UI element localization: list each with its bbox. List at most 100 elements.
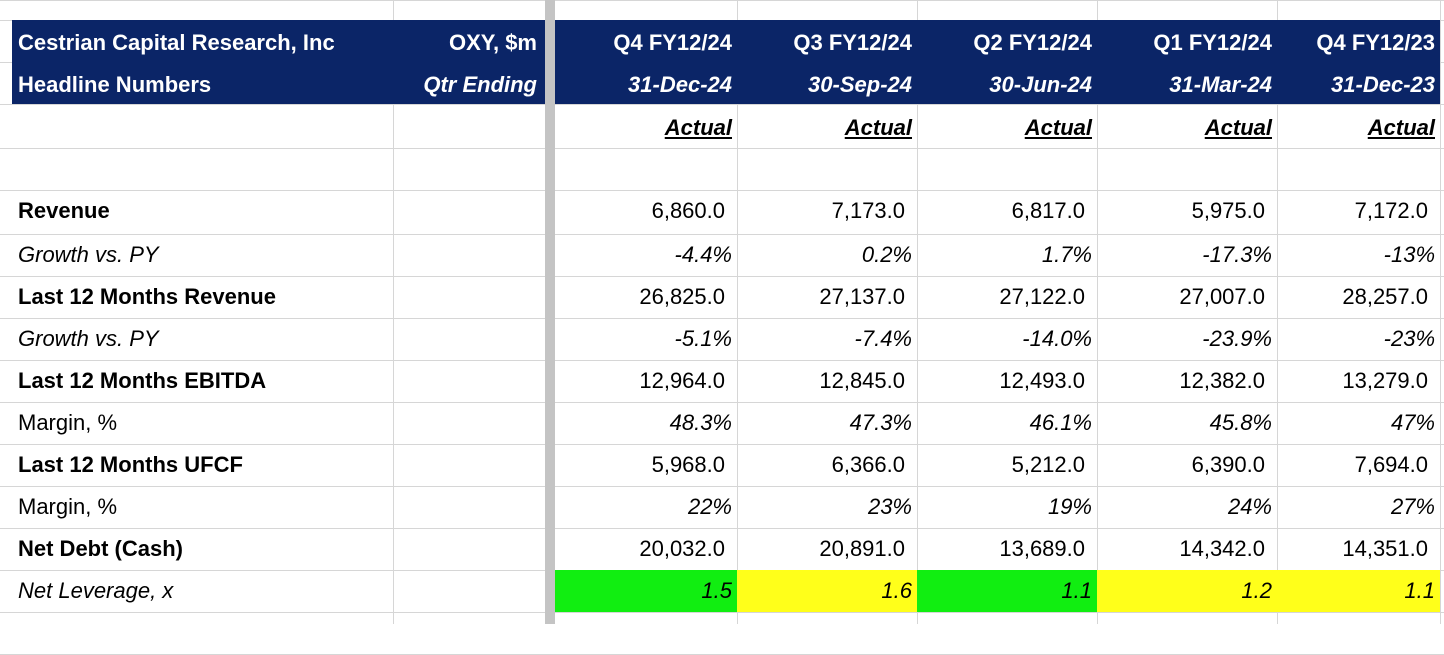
row-label: Revenue (18, 198, 110, 223)
grid-line (1440, 0, 1441, 624)
grid-line (737, 0, 738, 624)
column-date: 31-Dec-24 (628, 72, 732, 97)
header-band (555, 20, 1440, 104)
column-status: Actual (1204, 115, 1272, 140)
grid-line (0, 234, 1444, 235)
cell-value: 27,007.0 (1179, 284, 1265, 309)
cell-value: 20,032.0 (639, 536, 725, 561)
grid-line (0, 148, 1444, 149)
cell-value: 6,366.0 (831, 452, 905, 477)
cell-value: 12,493.0 (999, 368, 1085, 393)
cell-value: 1.1 (917, 570, 1097, 612)
cell-value: 14,342.0 (1179, 536, 1265, 561)
grid-line (1097, 0, 1098, 624)
cell-value: 5,212.0 (1011, 452, 1085, 477)
cell-value: 23% (867, 494, 912, 519)
cell-value: -4.4% (674, 242, 732, 267)
header-subtitle: Headline Numbers (18, 72, 212, 97)
row-label: Growth vs. PY (18, 326, 159, 351)
cell-value: 20,891.0 (819, 536, 905, 561)
cell-value: 1.1 (1277, 570, 1440, 612)
grid-line (0, 276, 1444, 277)
grid-line (0, 444, 1444, 445)
cell-value: 46.1% (1029, 410, 1092, 435)
cell-value: 7,694.0 (1354, 452, 1428, 477)
column-date: 31-Mar-24 (1169, 72, 1272, 97)
grid-line (0, 190, 1444, 191)
grid-line (0, 486, 1444, 487)
cell-value: 12,964.0 (639, 368, 725, 393)
row-label: Net Debt (Cash) (18, 536, 184, 561)
cell-value: 6,860.0 (651, 198, 725, 223)
cell-value: 7,173.0 (831, 198, 905, 223)
cell-value: 47% (1390, 410, 1435, 435)
cell-value: 26,825.0 (639, 284, 725, 309)
cell-value: 24% (1227, 494, 1272, 519)
cell-value: 6,390.0 (1191, 452, 1265, 477)
cell-value: 13,689.0 (999, 536, 1085, 561)
column-status: Actual (1024, 115, 1092, 140)
grid-line (0, 612, 1444, 613)
cell-value: 47.3% (849, 410, 912, 435)
header-ticker: OXY, $m (448, 30, 537, 55)
cell-value: 6,817.0 (1011, 198, 1085, 223)
row-label: Last 12 Months UFCF (18, 452, 243, 477)
grid-line (0, 528, 1444, 529)
grid-line (0, 104, 1444, 105)
grid-line (0, 318, 1444, 319)
cell-value: 28,257.0 (1342, 284, 1428, 309)
column-date: 31-Dec-23 (1331, 72, 1435, 97)
grid-line (917, 0, 918, 624)
cell-value: -14.0% (1022, 326, 1092, 351)
cell-value: -17.3% (1202, 242, 1272, 267)
cell-value: 12,382.0 (1179, 368, 1265, 393)
cell-value: 45.8% (1209, 410, 1272, 435)
row-label: Net Leverage, x (18, 578, 174, 603)
cell-value: 1.6 (737, 570, 917, 612)
column-status: Actual (1367, 115, 1435, 140)
column-date: 30-Jun-24 (989, 72, 1092, 97)
column-status: Actual (844, 115, 912, 140)
cell-value: 13,279.0 (1342, 368, 1428, 393)
cell-value: 27% (1390, 494, 1435, 519)
column-quarter: Q3 FY12/24 (793, 30, 912, 55)
cell-value: 48.3% (669, 410, 732, 435)
cell-value: 1.7% (1041, 242, 1092, 267)
cell-value: 1.2 (1097, 570, 1277, 612)
column-date: 30-Sep-24 (808, 72, 912, 97)
grid-line (1277, 0, 1278, 624)
cell-value: -7.4% (854, 326, 912, 351)
cell-value: 12,845.0 (819, 368, 905, 393)
cell-value: -5.1% (674, 326, 732, 351)
cell-value: 19% (1047, 494, 1092, 519)
column-status: Actual (664, 115, 732, 140)
grid-line (0, 0, 1444, 1)
cell-value: 1.5 (555, 570, 737, 612)
pane-divider (545, 0, 555, 624)
column-quarter: Q4 FY12/23 (1316, 30, 1435, 55)
grid-line (0, 402, 1444, 403)
cell-value: 14,351.0 (1342, 536, 1428, 561)
cell-value: -23.9% (1202, 326, 1272, 351)
cell-value: 0.2% (861, 242, 912, 267)
row-label: Last 12 Months Revenue (18, 284, 276, 309)
cell-value: 5,975.0 (1191, 198, 1265, 223)
cell-value: 5,968.0 (651, 452, 725, 477)
header-band (12, 20, 545, 104)
cell-value: -23% (1383, 326, 1435, 351)
column-quarter: Q2 FY12/24 (973, 30, 1092, 55)
cell-value: 7,172.0 (1354, 198, 1428, 223)
cell-value: 27,137.0 (819, 284, 905, 309)
cell-value: 27,122.0 (999, 284, 1085, 309)
grid-line (0, 360, 1444, 361)
row-label: Growth vs. PY (18, 242, 159, 267)
column-quarter: Q1 FY12/24 (1153, 30, 1272, 55)
cell-value: -13% (1383, 242, 1435, 267)
header-period: Qtr Ending (423, 72, 537, 97)
header-title: Cestrian Capital Research, Inc (18, 30, 335, 55)
row-label: Margin, % (18, 494, 118, 519)
grid-line (393, 0, 394, 624)
cell-value: 22% (687, 494, 732, 519)
row-label: Margin, % (18, 410, 118, 435)
